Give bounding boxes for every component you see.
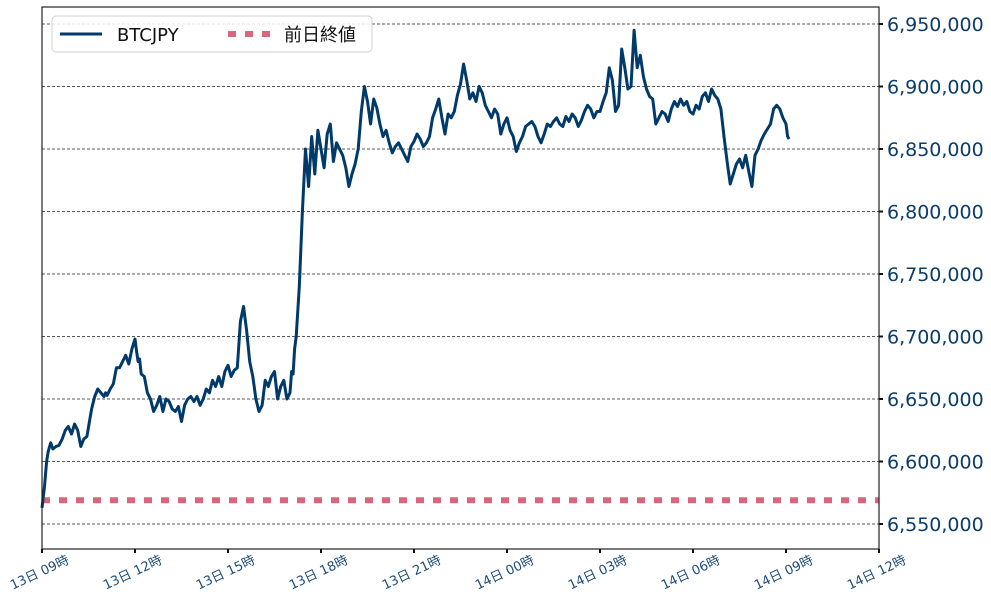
- y-tick-label: 6,600,000: [887, 452, 984, 474]
- x-tick-label: 14日 12時: [845, 553, 909, 593]
- x-axis: 13日 09時 13日 12時 13日 15時 13日 18時 13日 21時 14日 0…: [8, 549, 909, 593]
- x-tick-label: 14日 09時: [752, 553, 816, 593]
- plot-frame: [41, 6, 880, 550]
- x-tick-label: 13日 18時: [287, 553, 351, 593]
- x-tick-label: 13日 09時: [8, 553, 72, 593]
- y-axis: 6,550,000 6,600,000 6,650,000 6,700,000 6,75…: [879, 14, 984, 536]
- x-tick-label: 13日 12時: [101, 553, 165, 593]
- btcjpy-price-line: [40, 28, 791, 508]
- x-tick-label: 13日 15時: [194, 553, 258, 593]
- legend-box: [51, 15, 373, 53]
- y-tick-label: 6,750,000: [887, 264, 984, 286]
- y-tick-label: 6,950,000: [887, 14, 984, 36]
- legend-label-prev-close: 前日終値: [284, 25, 356, 46]
- y-tick-label: 6,700,000: [887, 327, 984, 349]
- x-tick-label: 13日 21時: [380, 553, 444, 593]
- y-tick-label: 6,850,000: [887, 139, 984, 161]
- y-tick-label: 6,550,000: [887, 514, 984, 536]
- x-tick-label: 14日 00時: [473, 553, 537, 593]
- y-tick-label: 6,900,000: [887, 77, 984, 99]
- legend: BTCJPY 前日終値: [51, 15, 373, 53]
- y-gridlines: [42, 23, 879, 525]
- legend-label-btcjpy: BTCJPY: [117, 25, 180, 46]
- y-tick-label: 6,650,000: [887, 389, 984, 411]
- x-tick-label: 14日 03時: [566, 553, 630, 593]
- x-tick-label: 14日 06時: [659, 553, 723, 593]
- y-tick-label: 6,800,000: [887, 202, 984, 224]
